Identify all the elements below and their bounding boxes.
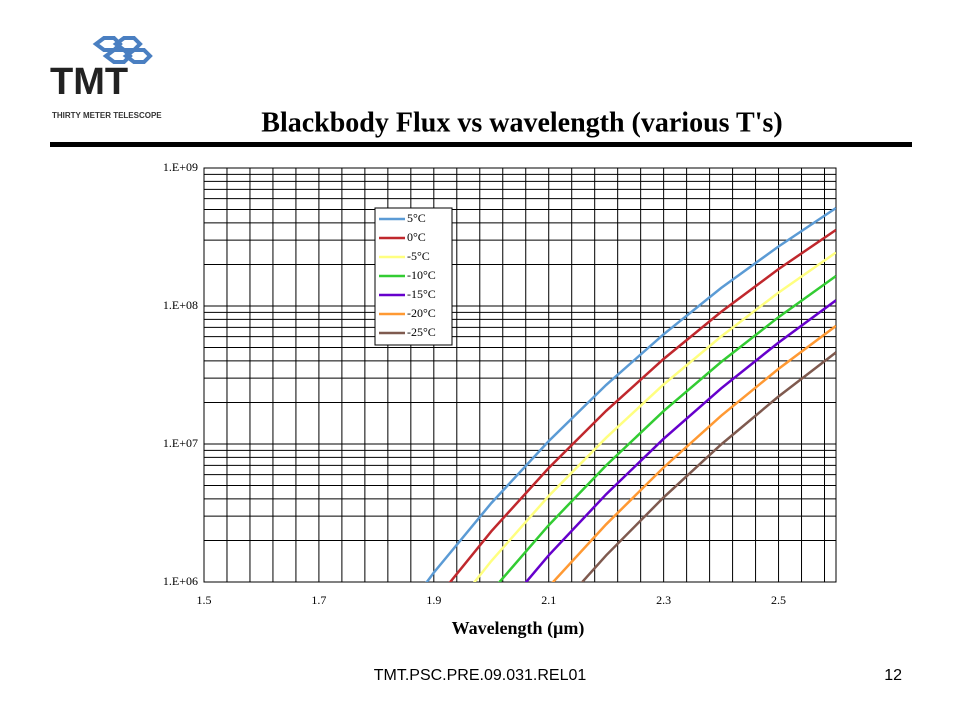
- y-tick-label: 1.E+06: [163, 574, 198, 588]
- legend-label: -10°C: [407, 268, 436, 282]
- footer-doc-id: TMT.PSC.PRE.09.031.REL01: [374, 667, 587, 684]
- logo-hexagons: [92, 36, 153, 64]
- x-axis-title: Wavelength (µm): [452, 618, 585, 639]
- series-line: [497, 274, 836, 582]
- curves: [425, 206, 836, 582]
- x-tick-label: 1.5: [197, 593, 212, 607]
- logo-tagline: THIRTY METER TELESCOPE: [52, 111, 162, 120]
- x-tick-label: 2.5: [771, 593, 786, 607]
- legend-label: 5°C: [407, 211, 426, 225]
- chart-title: Blackbody Flux vs wavelength (various T'…: [261, 107, 782, 138]
- series-line: [425, 206, 836, 582]
- series-line: [580, 351, 836, 582]
- y-tick-label: 1.E+08: [163, 298, 198, 312]
- y-tick-label: 1.E+07: [163, 436, 198, 450]
- legend-label: -25°C: [407, 325, 436, 339]
- legend-label: -20°C: [407, 306, 436, 320]
- logo-name: TMT: [50, 61, 128, 103]
- series-line: [473, 251, 836, 582]
- y-tick-label: 1.E+09: [163, 160, 198, 174]
- x-tick-label: 2.1: [541, 593, 556, 607]
- title-rule: [50, 142, 912, 147]
- grid: 1.E+06 1.E+07 1.E+08 1.E+09 1.5 1.7 1.9 2.1 2.3 2…: [163, 160, 837, 607]
- legend-label: -5°C: [407, 249, 430, 263]
- x-tick-label: 1.9: [426, 593, 441, 607]
- series-line: [448, 228, 836, 582]
- legend-box: [374, 207, 453, 346]
- series-line: [551, 324, 836, 582]
- x-tick-label: 2.3: [656, 593, 671, 607]
- series-line: [524, 299, 836, 582]
- legend-label: -15°C: [407, 287, 436, 301]
- x-tick-label: 1.7: [311, 593, 326, 607]
- page-number: 12: [884, 667, 902, 684]
- legend: 5°C 0°C -5°C -10°C -15°C -20°C -25°C: [374, 207, 453, 346]
- legend-label: 0°C: [407, 230, 426, 244]
- plot-frame: [203, 167, 837, 583]
